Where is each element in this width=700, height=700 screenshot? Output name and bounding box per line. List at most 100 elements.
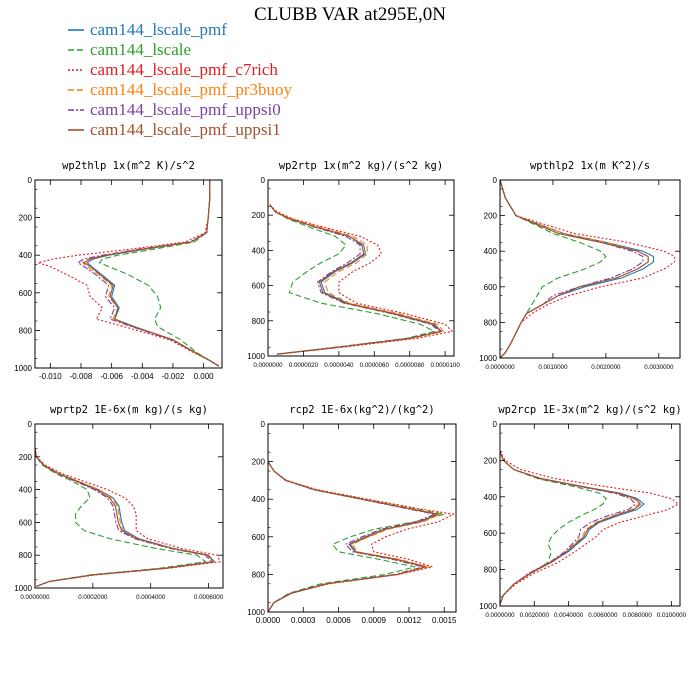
legend-entry: cam144_lscale_pmf (68, 20, 227, 39)
plot-frame (267, 423, 457, 613)
series-line-5 (268, 461, 436, 612)
x-tick-label: 0.0012 (397, 616, 422, 625)
x-tick-label: 0.0003 (291, 616, 316, 625)
chart-panel-4: wprtp2 1E-6x(m kg)/(s kg) 0 200 400 600 800 10… (14, 404, 224, 601)
chart-panel-2: wp2rtp 1x(m^2 kg)/(s^2 kg) 0 200 400 600 800 1… (247, 160, 460, 369)
y-tick-label: 0 (28, 420, 33, 429)
panel-title: rcp2 1E-6x(kg^2)/(kg^2) (289, 404, 434, 416)
series-line-3 (500, 451, 679, 605)
y-tick-label: 800 (484, 318, 498, 327)
x-tick-label: 0.0020000 (591, 364, 621, 371)
panel-title: wp2rcp 1E-3x(m^2 kg)/(s^2 kg) (498, 404, 681, 416)
plot-frame (34, 423, 224, 589)
y-tick-label: 200 (484, 456, 498, 465)
legend-label: cam144_lscale (90, 40, 191, 59)
x-tick-label: 0.0009 (362, 616, 387, 625)
legend-label: cam144_lscale_pmf_pr3buoy (90, 80, 293, 99)
y-tick-label: 400 (484, 493, 498, 502)
legend-entry: cam144_lscale_pmf_uppsi0 (68, 100, 281, 119)
y-tick-label: 800 (484, 566, 498, 575)
series-line-6 (269, 204, 443, 355)
chart-panel-6: wp2rcp 1E-3x(m^2 kg)/(s^2 kg)0 200 400 600 8… (479, 404, 686, 619)
x-tick-label: -0.008 (70, 372, 93, 381)
y-tick-label: 200 (19, 214, 33, 223)
x-tick-label: 0.0000000 (485, 364, 515, 371)
y-tick-label: 600 (484, 529, 498, 538)
series-line-4 (35, 448, 214, 587)
x-tick-label: 0.0060000 (588, 612, 618, 619)
series-line-6 (500, 451, 642, 605)
y-tick-label: 800 (252, 570, 266, 579)
y-tick-label: 200 (252, 458, 266, 467)
x-tick-label: 0.0020000 (520, 612, 550, 619)
y-tick-label: 400 (19, 486, 33, 495)
x-tick-label: 0.0000100 (431, 362, 461, 369)
y-tick-label: 400 (252, 495, 266, 504)
y-tick-label: 0 (28, 176, 33, 185)
y-tick-label: 600 (252, 533, 266, 542)
x-tick-label: 0.0000060 (360, 362, 390, 369)
y-tick-label: 200 (484, 212, 498, 221)
x-tick-label: 0.0100000 (657, 612, 687, 619)
series-line-6 (268, 461, 438, 612)
legend-entry: cam144_lscale (68, 40, 191, 59)
x-tick-label: 0.0006000 (194, 594, 224, 601)
series-line-5 (35, 448, 212, 587)
chart-panel-1: wp2thlp 1x(m^2 K)/s^2 0 200 400 600 800 1000 -0… (14, 160, 223, 381)
series-line-6 (35, 448, 215, 587)
y-tick-label: 1000 (479, 602, 497, 611)
plot-frame (499, 179, 681, 359)
series-group (37, 180, 220, 367)
y-tick-label: 1000 (14, 364, 32, 373)
y-tick-label: 400 (484, 247, 498, 256)
series-group (35, 448, 221, 587)
y-tick-label: 1000 (247, 352, 265, 361)
y-tick-label: 0 (261, 176, 266, 185)
legend-entry: cam144_lscale_pmf_uppsi1 (68, 120, 281, 139)
x-tick-label: 0.0010000 (538, 364, 568, 371)
x-tick-label: 0.0030000 (644, 364, 674, 371)
y-tick-label: 600 (252, 282, 266, 291)
series-group (500, 180, 676, 358)
plot-frame (34, 179, 223, 369)
y-tick-label: 800 (19, 326, 33, 335)
series-line-6 (500, 180, 649, 358)
x-tick-label: 0.0000080 (395, 362, 425, 369)
chart-panel-3: wpthlp2 1x(m K^2)/s020040060080010000.00… (479, 160, 681, 371)
x-tick-label: 0.0000000 (485, 612, 515, 619)
y-tick-label: 600 (484, 283, 498, 292)
x-tick-label: 0.0006 (326, 616, 351, 625)
series-line-5 (500, 451, 636, 605)
y-tick-label: 0 (493, 176, 498, 185)
figure-title: CLUBB VAR at295E,0N (254, 4, 446, 25)
y-tick-label: 600 (19, 518, 33, 527)
y-tick-label: 1000 (247, 608, 265, 617)
series-line-3 (37, 180, 220, 367)
legend-label: cam144_lscale_pmf (90, 20, 227, 39)
panel-title: wp2rtp 1x(m^2 kg)/(s^2 kg) (279, 160, 443, 172)
chart-panel-5: rcp2 1E-6x(kg^2)/(kg^2) 0 200 400 600 800 1000… (247, 404, 457, 625)
x-tick-label: 0.0000000 (20, 594, 50, 601)
panel-title: wprtp2 1E-6x(m kg)/(s kg) (50, 404, 208, 416)
plot-frame (499, 423, 681, 607)
x-tick-label: 0.0040000 (554, 612, 584, 619)
series-group (269, 204, 453, 355)
x-tick-label: 0.0015 (432, 616, 457, 625)
y-tick-label: 400 (252, 246, 266, 255)
series-group (500, 451, 679, 605)
legend-entry: cam144_lscale_pmf_c7rich (68, 60, 278, 79)
series-line-3 (268, 461, 455, 612)
y-tick-label: 1000 (14, 584, 32, 593)
x-tick-label: -0.004 (131, 372, 154, 381)
series-line-3 (269, 204, 453, 355)
series-line-6 (83, 180, 220, 367)
series-line-2 (269, 204, 436, 355)
legend-entry: cam144_lscale_pmf_pr3buoy (68, 80, 293, 99)
y-tick-label: 600 (19, 289, 33, 298)
x-tick-label: 0.0004000 (136, 594, 166, 601)
panel-title: wp2thlp 1x(m^2 K)/s^2 (62, 160, 195, 172)
x-tick-label: 0.0000000 (253, 362, 283, 369)
x-tick-label: 0.000 (194, 372, 215, 381)
